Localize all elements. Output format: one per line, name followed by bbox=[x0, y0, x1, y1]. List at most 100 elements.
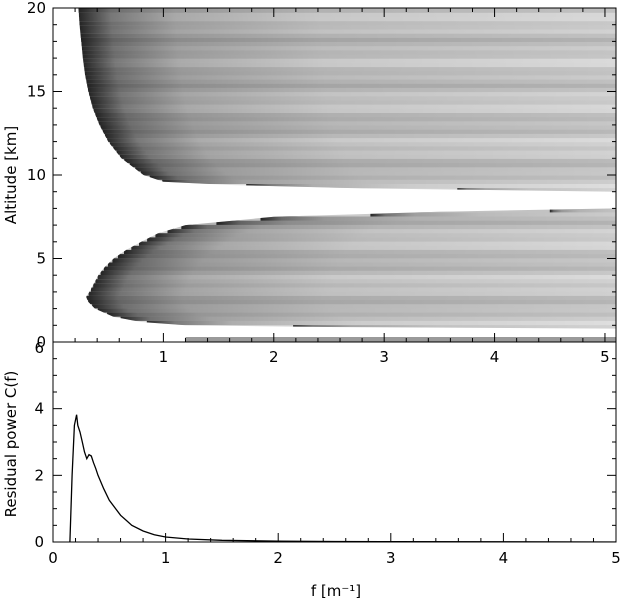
lower-band-shading bbox=[146, 320, 616, 326]
line-plot-axes: 0 2 4 6 0 1 2 3 4 5 bbox=[34, 339, 620, 567]
upper-band-shading bbox=[124, 158, 616, 164]
heatmap-y-tick-label: 20 bbox=[27, 0, 46, 17]
upper-band-shading bbox=[80, 33, 616, 38]
upper-band-shading bbox=[246, 183, 616, 189]
upper-region bbox=[78, 8, 616, 192]
lower-band-shading bbox=[91, 286, 616, 292]
lower-band-shading bbox=[293, 324, 616, 329]
upper-band-shading bbox=[91, 99, 616, 105]
line-plot-y-axis-label: Residual power C(f) bbox=[2, 371, 20, 518]
upper-band-shading bbox=[83, 62, 616, 68]
upper-band-shading bbox=[162, 179, 616, 184]
upper-band-shading bbox=[87, 83, 616, 88]
upper-band-shading bbox=[85, 74, 616, 80]
lower-band-shading bbox=[107, 311, 616, 317]
heatmap-panel: 0 5 10 15 20 1 2 3 4 5 Altitude [km] bbox=[2, 0, 617, 366]
heatmap-x-tick-label: 3 bbox=[379, 348, 389, 366]
upper-band-shading bbox=[83, 58, 616, 63]
lower-band-shading bbox=[131, 245, 616, 250]
upper-band-shading bbox=[116, 150, 616, 155]
upper-band-shading bbox=[96, 116, 616, 122]
line-x-tick-label: 4 bbox=[499, 549, 509, 567]
upper-band-shading bbox=[84, 66, 616, 72]
upper-band-shading bbox=[79, 16, 616, 22]
upper-band-shading bbox=[84, 70, 616, 76]
heatmap-y-tick-label: 10 bbox=[27, 166, 46, 184]
lower-band-shading bbox=[88, 291, 616, 296]
upper-band-shading bbox=[98, 120, 616, 126]
line-x-tick-label: 2 bbox=[273, 549, 283, 567]
heatmap-y-axis-label: Altitude [km] bbox=[2, 126, 20, 224]
line-x-tick-label: 0 bbox=[48, 549, 58, 567]
line-x-tick-label: 1 bbox=[161, 549, 171, 567]
lower-band-shading bbox=[112, 257, 616, 263]
line-y-tick-label: 6 bbox=[34, 339, 44, 357]
line-x-tick-label: 5 bbox=[611, 549, 621, 567]
upper-band-shading bbox=[82, 53, 616, 59]
lower-band-shading bbox=[167, 228, 616, 234]
heatmap-y-tick-label: 0 bbox=[36, 333, 46, 351]
heatmap-y-tick-label: 5 bbox=[36, 250, 46, 268]
lower-band-shading bbox=[100, 270, 616, 275]
upper-band-shading bbox=[135, 166, 616, 172]
heatmap-x-tick-label: 2 bbox=[269, 348, 279, 366]
heatmap-y-tick-label: 15 bbox=[27, 83, 46, 101]
line-x-tick-label: 3 bbox=[386, 549, 396, 567]
lower-band-shading bbox=[147, 236, 616, 242]
upper-band-shading bbox=[113, 145, 616, 151]
upper-band-shading bbox=[78, 12, 616, 17]
upper-band-shading bbox=[79, 24, 616, 30]
line-y-tick-label: 4 bbox=[34, 400, 44, 418]
lower-band-shading bbox=[181, 224, 616, 230]
upper-band-shading bbox=[78, 8, 616, 13]
upper-band-shading bbox=[107, 137, 616, 143]
upper-band-shading bbox=[81, 45, 616, 51]
heatmap-x-tick-label: 4 bbox=[490, 348, 500, 366]
lower-band-shading bbox=[118, 253, 616, 259]
lower-band-shading bbox=[370, 211, 616, 217]
lower-band-shading bbox=[155, 232, 616, 238]
upper-band-shading bbox=[87, 87, 616, 93]
upper-band-shading bbox=[80, 28, 616, 34]
upper-band-shading bbox=[81, 41, 616, 47]
upper-band-shading bbox=[86, 79, 616, 84]
lower-band-shading bbox=[88, 299, 616, 305]
heatmap-cells bbox=[78, 8, 616, 342]
surface-band bbox=[185, 337, 616, 342]
heatmap-axes: 0 5 10 15 20 1 2 3 4 5 bbox=[27, 0, 616, 366]
upper-band-shading bbox=[457, 187, 616, 192]
lower-band-shading bbox=[86, 295, 616, 300]
lower-band-shading bbox=[93, 282, 616, 288]
lower-band-shading bbox=[103, 266, 616, 271]
upper-band-shading bbox=[80, 37, 616, 42]
lower-band-shading bbox=[97, 274, 616, 280]
upper-band-shading bbox=[88, 91, 616, 97]
residual-power-line bbox=[69, 414, 616, 542]
lower-band-shading bbox=[260, 215, 616, 221]
upper-band-shading bbox=[90, 95, 616, 101]
lower-band-shading bbox=[549, 208, 616, 213]
upper-band-shading bbox=[104, 133, 616, 139]
residual-power-panel: 0 2 4 6 0 1 2 3 4 5 Residual power C(f) f [m⁻¹] bbox=[2, 339, 621, 600]
lower-band-shading bbox=[216, 220, 616, 225]
upper-band-shading bbox=[82, 49, 616, 55]
upper-band-shading bbox=[95, 112, 616, 118]
upper-band-shading bbox=[129, 162, 616, 168]
upper-band-shading bbox=[109, 141, 616, 147]
upper-band-shading bbox=[79, 20, 616, 26]
lower-band-shading bbox=[97, 307, 616, 313]
upper-band-shading bbox=[100, 124, 616, 130]
lower-band-shading bbox=[120, 316, 616, 321]
upper-band-shading bbox=[102, 129, 616, 134]
line-plot-frame bbox=[52, 341, 617, 543]
heatmap-x-tick-label: 1 bbox=[159, 348, 169, 366]
upper-band-shading bbox=[92, 104, 616, 109]
upper-band-shading bbox=[140, 170, 616, 176]
upper-band-shading bbox=[93, 108, 616, 113]
upper-band-shading bbox=[119, 154, 616, 159]
lower-band-shading bbox=[108, 261, 616, 267]
lower-band-shading bbox=[124, 249, 616, 255]
lower-band-shading bbox=[139, 241, 616, 246]
upper-band-shading bbox=[149, 175, 616, 180]
